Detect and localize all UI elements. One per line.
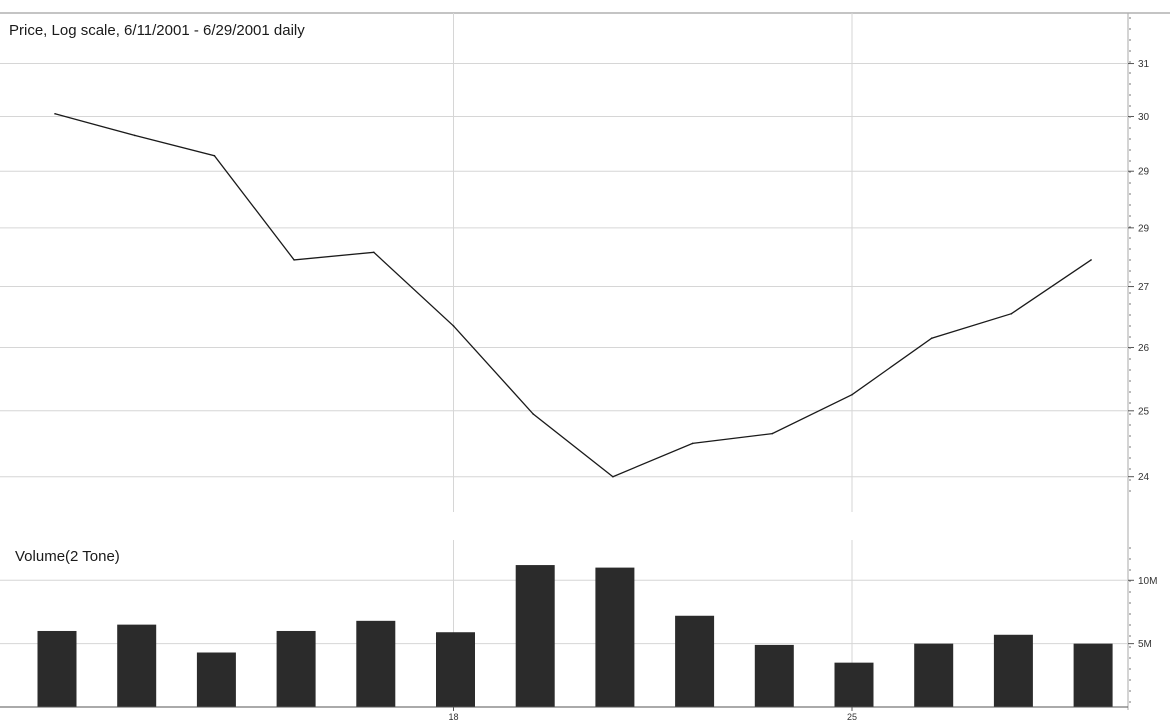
volume-bars <box>37 565 1113 707</box>
volume-tick-label: 10M <box>1138 576 1157 587</box>
price-gridlines <box>0 63 1128 478</box>
price-point <box>771 432 774 435</box>
x-axis: 18 25 <box>0 706 1128 722</box>
volume-bar <box>196 652 236 707</box>
price-tick-label: 29 <box>1138 167 1150 178</box>
price-point <box>1010 312 1013 315</box>
price-point <box>133 134 136 137</box>
volume-bar <box>117 624 157 707</box>
volume-y-axis-ticks: 10M 5M <box>1128 547 1157 703</box>
volume-bar <box>834 662 874 707</box>
volume-bar <box>595 567 635 707</box>
price-point <box>612 475 614 478</box>
price-point <box>691 442 694 445</box>
price-vertical-gridlines <box>453 13 853 512</box>
price-point <box>54 112 56 115</box>
volume-bar <box>436 632 475 707</box>
volume-bar <box>356 620 396 707</box>
volume-bar <box>914 643 954 707</box>
price-tick-label: 25 <box>1138 406 1150 417</box>
price-point <box>851 393 853 396</box>
x-tick-label: 25 <box>847 712 857 722</box>
price-panel-title: Price, Log scale, 6/11/2001 - 6/29/2001 … <box>9 22 305 39</box>
volume-bar <box>276 630 316 707</box>
price-tick-label: 29 <box>1138 223 1150 234</box>
price-points <box>54 112 1092 478</box>
x-tick-label: 18 <box>448 712 458 722</box>
price-tick-label: 31 <box>1138 59 1150 70</box>
x-axis-labels: 18 25 <box>448 707 857 722</box>
price-point <box>373 251 375 254</box>
volume-bar <box>1073 643 1113 707</box>
volume-bar <box>754 644 794 707</box>
price-panel: 31 30 29 29 27 26 25 24 Price, Log scale, 6/11/… <box>0 13 1150 512</box>
price-y-axis-ticks: 31 30 29 29 27 26 25 24 <box>1128 17 1150 492</box>
price-point <box>930 337 933 339</box>
price-tick-label: 27 <box>1138 282 1150 293</box>
price-point <box>293 259 295 261</box>
volume-bar <box>515 565 555 707</box>
price-tick-label: 30 <box>1138 112 1150 123</box>
price-point <box>213 154 216 157</box>
price-point <box>532 413 534 415</box>
price-series-line <box>54 113 1092 478</box>
volume-panel-title: Volume(2 Tone) <box>15 548 120 565</box>
volume-bar <box>675 615 715 707</box>
price-point <box>452 325 455 327</box>
volume-bar <box>993 634 1033 707</box>
price-tick-label: 26 <box>1138 343 1150 354</box>
price-tick-label: 24 <box>1138 472 1150 483</box>
price-point <box>1090 259 1092 261</box>
volume-panel: 10M 5M Volume(2 Tone) <box>0 540 1157 707</box>
volume-gridlines <box>0 579 1128 645</box>
volume-tick-label: 5M <box>1138 639 1152 650</box>
volume-bar <box>37 630 77 707</box>
